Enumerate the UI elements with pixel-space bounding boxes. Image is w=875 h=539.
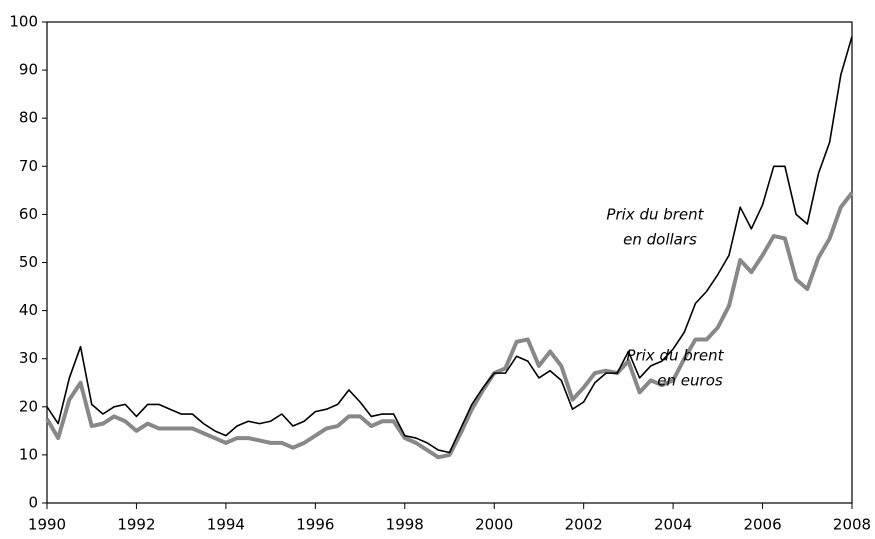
- x-tick-label: 1992: [117, 516, 155, 534]
- x-tick-label: 1998: [386, 516, 424, 534]
- y-tick-label: 20: [19, 397, 38, 415]
- y-tick-label: 80: [19, 109, 38, 127]
- annotation: en euros: [657, 372, 723, 390]
- x-tick-label: 1994: [207, 516, 245, 534]
- annotation: Prix du brent: [626, 347, 724, 365]
- y-tick-label: 50: [19, 253, 38, 271]
- x-tick-label: 1990: [28, 516, 66, 534]
- x-tick-label: 2000: [475, 516, 513, 534]
- y-tick-label: 40: [19, 301, 38, 319]
- series-line: [46, 36, 853, 454]
- y-tick-label: 30: [19, 349, 38, 367]
- plot-frame: [46, 21, 853, 504]
- x-tick-label: 2004: [654, 516, 692, 534]
- x-tick-label: 2008: [833, 516, 871, 534]
- x-tick-label: 2006: [743, 516, 781, 534]
- annotation: Prix du brent: [606, 206, 704, 224]
- series-line: [45, 191, 854, 460]
- y-tick-label: 100: [9, 13, 38, 31]
- y-tick-label: 60: [19, 205, 38, 223]
- y-tick-label: 0: [28, 494, 38, 512]
- annotation: en dollars: [623, 231, 697, 249]
- y-tick-label: 90: [19, 61, 38, 79]
- x-tick-label: 1996: [296, 516, 334, 534]
- y-tick-label: 70: [19, 157, 38, 175]
- x-tick-label: 2002: [565, 516, 603, 534]
- y-tick-label: 10: [19, 445, 38, 463]
